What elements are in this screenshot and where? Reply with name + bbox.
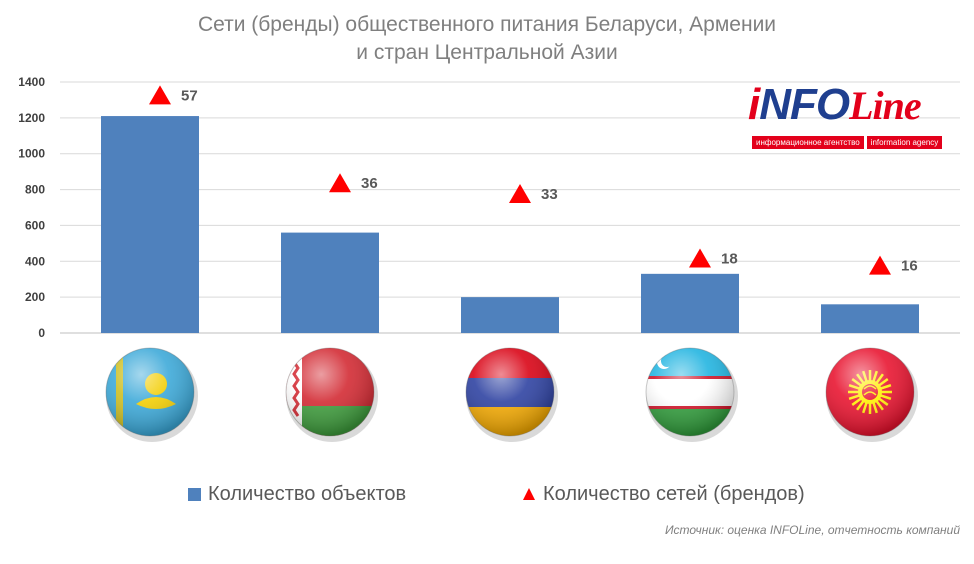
legend-item-brands: Количество сетей (брендов): [522, 480, 805, 508]
uzbekistan-flag: [645, 347, 738, 442]
marker-triangle: [869, 255, 891, 275]
flags: [105, 347, 918, 442]
marker-label: 18: [721, 250, 738, 267]
bar: [281, 232, 379, 333]
belarus-flag: [285, 347, 378, 442]
chart-title-line-1: Сети (бренды) общественного питания Бела…: [197, 13, 777, 36]
marker-label: 16: [901, 258, 918, 275]
bars: [101, 116, 919, 333]
legend-item-objects: Количество объектов: [188, 480, 406, 508]
bar: [641, 273, 739, 333]
logo-tagline: информационное агентство information age…: [752, 136, 943, 149]
y-tick-label: 400: [25, 254, 45, 268]
source-note: Источник: оценка INFOLine, отчетность ко…: [664, 523, 960, 537]
markers: 57 36 33 18 16: [149, 85, 918, 275]
chart-title-line-2: и стран Центральной Азии: [356, 41, 618, 64]
legend-triangle-icon: [523, 488, 535, 500]
logo-wordmark: iNFOLine: [748, 80, 922, 129]
marker-triangle: [689, 248, 711, 268]
marker-triangle: [509, 183, 531, 203]
y-tick-label: 200: [25, 290, 45, 304]
bar: [101, 116, 199, 333]
marker-label: 57: [181, 87, 198, 104]
gridlines: [60, 81, 960, 334]
infoline-logo: iNFOLine информационное агентство inform…: [748, 80, 963, 152]
y-tick-label: 1400: [18, 75, 45, 89]
y-tick-label: 1000: [18, 147, 45, 161]
kazakhstan-flag: [105, 347, 198, 442]
chart-legend: Количество объектов Количество сетей (бр…: [0, 480, 974, 510]
legend-label-objects: Количество объектов: [208, 483, 407, 505]
y-tick-label: 800: [25, 183, 45, 197]
marker-label: 33: [541, 186, 558, 203]
marker-triangle: [329, 173, 351, 193]
y-tick-label: 1200: [18, 111, 45, 125]
legend-bar-swatch: [188, 487, 201, 501]
bar: [461, 297, 559, 333]
marker-triangle: [149, 85, 171, 105]
y-tick-label: 600: [25, 218, 45, 232]
legend-label-brands: Количество сетей (брендов): [543, 483, 805, 505]
kyrgyzstan-flag: [825, 347, 918, 442]
y-tick-label: 0: [38, 326, 45, 340]
marker-label: 36: [361, 175, 378, 192]
bar: [821, 304, 919, 333]
y-axis-ticks: 0 200 400 600 800 1000 1200 1400: [18, 75, 45, 340]
armenia-flag: [465, 347, 558, 442]
